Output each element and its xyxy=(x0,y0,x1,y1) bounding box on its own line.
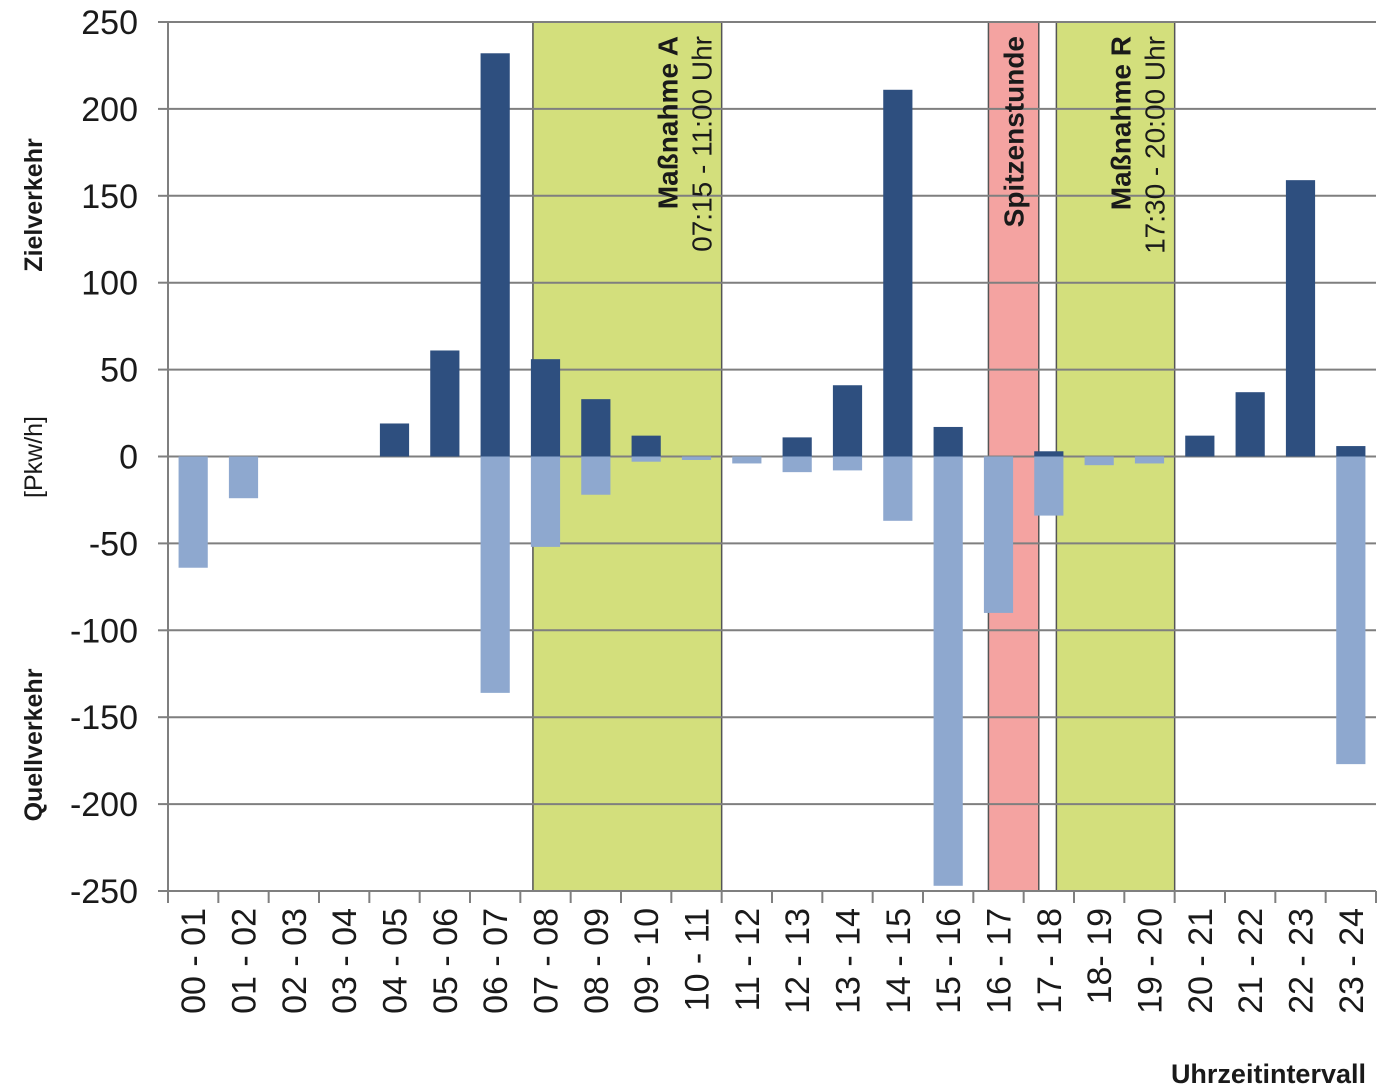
x-tick-label: 21 - 22 xyxy=(1232,908,1270,1014)
bar-series2-13 xyxy=(832,456,863,471)
bar-series2-1 xyxy=(228,456,259,499)
bar-series1-15 xyxy=(933,426,963,457)
x-tick-label: 15 - 16 xyxy=(930,908,968,1014)
bar-series1-17 xyxy=(1034,451,1064,457)
band-title: Spitzenstunde xyxy=(999,36,1030,227)
band-title: Maßnahme R xyxy=(1106,36,1137,210)
x-tick-label: 10 - 11 xyxy=(679,908,717,1011)
bar-series2-15 xyxy=(933,456,963,886)
x-tick-label: 20 - 21 xyxy=(1182,908,1220,1014)
y-tick-label: 150 xyxy=(81,178,138,216)
y-tick-label: -150 xyxy=(70,699,138,737)
bar-series2-19 xyxy=(1134,456,1165,464)
band-subtitle: 17:30 - 20:00 Uhr xyxy=(1140,36,1171,254)
bar-series2-6 xyxy=(480,456,510,693)
bar-series2-12 xyxy=(782,456,812,473)
x-tick-label: 23 - 24 xyxy=(1333,908,1371,1014)
x-tick-label: 07 - 08 xyxy=(528,908,566,1014)
x-tick-label: 22 - 23 xyxy=(1283,908,1321,1014)
bar-series1-6 xyxy=(480,53,510,457)
y-tick-label: -250 xyxy=(70,873,138,911)
y-tick-label: 200 xyxy=(81,91,138,129)
x-tick-label: 09 - 10 xyxy=(628,908,666,1014)
bar-series2-8 xyxy=(581,456,611,495)
bar-series2-18 xyxy=(1084,456,1114,466)
x-tick-label: 02 - 03 xyxy=(276,908,314,1014)
bar-series1-7 xyxy=(530,359,561,457)
x-tick-label: 17 - 18 xyxy=(1031,908,1069,1014)
x-tick-label: 16 - 17 xyxy=(981,908,1019,1014)
bar-series2-16 xyxy=(983,456,1014,613)
bar-series1-23 xyxy=(1336,446,1366,457)
bar-series2-0 xyxy=(178,456,208,568)
y-tick-label: 100 xyxy=(81,265,138,303)
x-tick-label: 05 - 06 xyxy=(427,908,465,1014)
band-subtitle: 07:15 - 11:00 Uhr xyxy=(687,36,718,252)
x-tick-label: 13 - 14 xyxy=(830,908,868,1014)
x-tick-label: 18- 19 xyxy=(1081,908,1119,1004)
x-tick-label: 01 - 02 xyxy=(226,908,264,1014)
x-tick-label: 11 - 12 xyxy=(729,908,767,1011)
x-tick-label: 19 - 20 xyxy=(1132,908,1170,1014)
bar-series1-22 xyxy=(1285,180,1316,457)
bar-series1-13 xyxy=(832,385,863,457)
bar-series2-9 xyxy=(631,456,661,462)
x-tick-label: 14 - 15 xyxy=(880,908,918,1014)
bar-series1-9 xyxy=(631,435,661,457)
x-tick-label: 08 - 09 xyxy=(578,908,616,1014)
bar-series2-11 xyxy=(732,456,762,464)
bar-series2-17 xyxy=(1034,456,1064,516)
x-tick-label: 06 - 07 xyxy=(477,908,515,1014)
x-tick-label: 03 - 04 xyxy=(326,908,364,1014)
bar-series1-12 xyxy=(782,437,812,457)
y-tick-label: 0 xyxy=(119,439,138,477)
band-title: Maßnahme A xyxy=(653,36,684,209)
bar-series2-7 xyxy=(530,456,561,547)
x-axis-title: Uhrzeitintervall xyxy=(1171,1059,1366,1089)
bar-series1-5 xyxy=(430,350,460,457)
y-tick-label: -100 xyxy=(70,612,138,650)
bar-series1-14 xyxy=(883,89,913,457)
bar-series1-4 xyxy=(379,423,410,457)
bar-series1-8 xyxy=(581,399,611,457)
y-tick-label: 250 xyxy=(81,4,138,42)
x-tick-label: 12 - 13 xyxy=(779,908,817,1014)
y-tick-label: -200 xyxy=(70,786,138,824)
ylabel-top: Zielverkehr xyxy=(20,138,48,272)
ylabel: [Pkw/h] xyxy=(20,416,48,498)
bar-series1-21 xyxy=(1235,392,1265,457)
x-tick-label: 00 - 01 xyxy=(175,908,213,1014)
y-tick-label: 50 xyxy=(100,352,138,390)
y-tick-label: -50 xyxy=(89,525,138,563)
ylabel-bottom: Quellverkehr xyxy=(20,668,48,821)
bar-series2-10 xyxy=(681,456,712,460)
bar-series2-23 xyxy=(1336,456,1366,765)
bar-series1-20 xyxy=(1185,435,1215,457)
x-tick-label: 04 - 05 xyxy=(377,908,415,1014)
bar-series2-14 xyxy=(883,456,913,521)
